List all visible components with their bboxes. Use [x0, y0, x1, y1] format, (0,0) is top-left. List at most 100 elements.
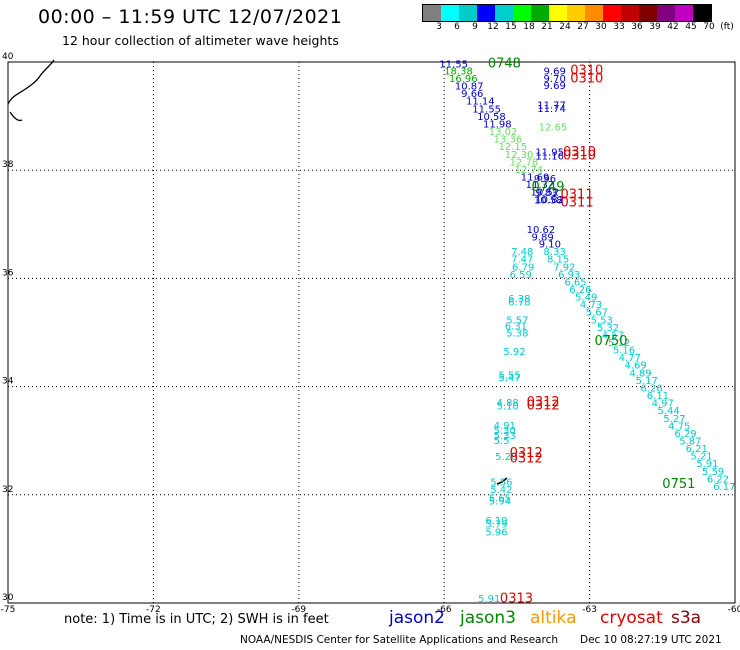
legend-label: 27	[577, 22, 589, 32]
legend-label: 36	[631, 22, 643, 32]
legend-swatch	[423, 5, 441, 21]
wave-height-value: 5.17	[636, 376, 658, 387]
legend-label: 33	[613, 22, 625, 32]
pass-time-label: 0310	[563, 145, 596, 160]
pass-time-label: 0311	[561, 195, 594, 210]
wave-height-value: 6.29	[674, 429, 696, 440]
wave-height-value: 6.26	[569, 285, 591, 296]
wave-height-value: 16.96	[449, 74, 478, 85]
pass-time-label: 0312	[510, 446, 543, 461]
wave-height-value: 4.69	[624, 361, 646, 372]
wave-height-value: 6.22	[707, 474, 729, 485]
latitude-label: 38	[2, 160, 14, 170]
legend-label: 24	[559, 22, 571, 32]
pass-time-label: 0312	[510, 451, 543, 466]
legend-label: 18	[523, 22, 535, 32]
pass-time-label: 0749	[531, 180, 564, 195]
longitude-label: -72	[146, 605, 161, 615]
color-scale-legend	[422, 4, 712, 22]
legend-swatch	[639, 5, 657, 21]
page-subtitle: 12 hour collection of altimeter wave hei…	[62, 33, 339, 48]
longitude-label: -69	[291, 605, 306, 615]
pass-time-label: 0750	[594, 334, 627, 349]
wave-height-value: 6.93	[558, 270, 580, 281]
wave-height-value: 4.77	[619, 353, 641, 364]
legend-label: 6	[454, 22, 460, 32]
wave-height-value: 6.26	[640, 383, 662, 394]
wave-height-value: 11.74	[537, 104, 566, 115]
satellite-name-altika: altika	[530, 608, 577, 628]
wave-height-value: 18.38	[444, 66, 473, 77]
wave-height-value: 5.91	[696, 459, 718, 470]
wave-height-value: 6.31	[505, 321, 527, 332]
wave-height-value: 10.62	[527, 225, 556, 236]
latitude-label: 32	[2, 485, 13, 495]
wave-height-value: 9.70	[544, 74, 566, 85]
wave-height-value: 5.32	[597, 323, 619, 334]
legend-swatch	[459, 5, 477, 21]
legend-swatch	[621, 5, 639, 21]
legend-label: 30	[595, 22, 607, 32]
wave-height-value: 5.91	[478, 594, 500, 605]
wave-height-value: 10.52	[530, 188, 559, 199]
coastline-shape	[7, 59, 55, 122]
legend-label: 70	[703, 22, 715, 32]
legend-swatch	[495, 5, 513, 21]
wave-height-value: 5.27	[663, 414, 685, 425]
longitude-label: -63	[582, 605, 597, 615]
wave-height-value: 5.96	[485, 527, 507, 538]
wave-height-value: 10.58	[477, 112, 506, 123]
satellite-name-jason2: jason2	[389, 608, 445, 628]
latitude-label: 40	[2, 52, 14, 62]
wave-height-value: 10.82	[535, 195, 564, 206]
wave-height-value: 13.36	[494, 135, 523, 146]
wave-height-value: 11.16	[535, 151, 564, 162]
footer-note: note: 1) Time is in UTC; 2) SWH is in fe…	[64, 612, 329, 627]
wave-height-value: 12.74	[514, 165, 543, 176]
wave-height-value: 4.91	[494, 421, 516, 432]
legend-label: 12	[487, 22, 499, 32]
pass-time-label: 0310	[570, 63, 603, 78]
legend-swatch	[531, 5, 549, 21]
wave-height-value: 10.87	[455, 82, 484, 93]
legend-label: 42	[667, 22, 679, 32]
wave-height-value: 11.95	[535, 148, 564, 159]
wave-height-value: 9.69	[544, 81, 566, 92]
wave-height-value: 5.55	[498, 370, 520, 381]
wave-height-value: 12.78	[510, 157, 539, 168]
legend-label: 15	[505, 22, 517, 32]
wave-height-value: 6.78	[508, 297, 530, 308]
wave-height-value: 5.53	[591, 315, 613, 326]
wave-height-value: 5.16	[613, 346, 635, 357]
page-title: 00:00 – 11:59 UTC 12/07/2021	[38, 6, 343, 28]
wave-height-value: 10.58	[534, 196, 563, 207]
wave-height-value: 5.38	[506, 328, 528, 339]
credit-text: NOAA/NESDIS Center for Satellite Applica…	[240, 634, 558, 646]
longitude-label: -60	[728, 605, 740, 615]
wave-height-value: 4.75	[668, 421, 690, 432]
map-frame	[7, 61, 736, 604]
wave-height-value: 5.12	[608, 338, 630, 349]
wave-height-value: 4.88	[497, 398, 519, 409]
wave-height-value: 5.5	[494, 436, 510, 447]
legend-label: 9	[472, 22, 478, 32]
pass-time-label: 0312	[527, 395, 560, 410]
legend-swatch	[603, 5, 621, 21]
wave-height-value: 7.47	[511, 255, 533, 266]
wave-height-value: 6.17	[713, 482, 735, 493]
wave-height-value: 5.30	[494, 426, 516, 437]
wave-height-value: 11.14	[466, 97, 495, 108]
wave-height-value: 5.42	[490, 485, 512, 496]
wave-height-value: 12.15	[498, 142, 527, 153]
wave-height-value: 8.15	[547, 255, 569, 266]
wave-height-value: 11.55	[472, 104, 501, 115]
wave-height-value: 5.21	[690, 452, 712, 463]
latitude-label: 30	[2, 593, 14, 603]
wave-height-value: 5.10	[497, 401, 519, 412]
pass-time-label: 0310	[570, 72, 603, 87]
wave-height-value: 6.21	[686, 444, 708, 455]
wave-height-value: 6.65	[564, 277, 586, 288]
pass-time-label: 0748	[488, 56, 521, 71]
